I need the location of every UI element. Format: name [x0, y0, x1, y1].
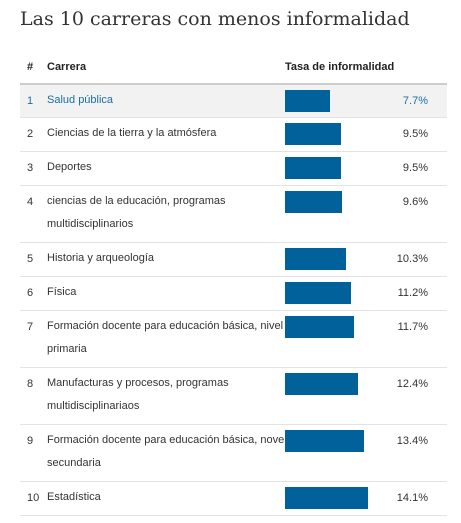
bar-mark	[285, 282, 351, 304]
bar-value-label: 11.2%	[397, 287, 428, 299]
row-career: Formación docente para educación básica,…	[47, 434, 287, 469]
bar-value-label: 10.3%	[396, 253, 428, 265]
bar-mark	[285, 487, 368, 509]
row-rank: 4	[27, 196, 34, 208]
table-row: 8 Manufacturas y procesos, programas mult…	[20, 368, 447, 425]
table-row: 10 Estadística 14.1%	[20, 482, 447, 516]
bar-value-label: 9.5%	[402, 162, 428, 174]
bar-value-label: 7.7%	[402, 95, 428, 107]
bar-mark	[285, 373, 358, 395]
bar-mark	[285, 90, 330, 112]
chart-title: Las 10 carreras con menos informalidad	[20, 8, 410, 30]
row-rank: 7	[27, 321, 34, 333]
bar-value-label: 12.4%	[396, 378, 428, 390]
bar-value-label: 9.6%	[402, 196, 428, 208]
table-row: 2 Ciencias de la tierra y la atmósfera 9.5…	[20, 118, 447, 152]
row-rank: 3	[27, 162, 34, 174]
bar-mark	[285, 316, 354, 338]
header-divider	[20, 83, 447, 85]
bar-value-label: 9.5%	[402, 128, 428, 140]
row-rank: 8	[27, 378, 34, 390]
row-career: Historia y arqueología	[47, 252, 155, 264]
header-rank: #	[27, 61, 34, 73]
row-rank: 9	[27, 435, 34, 447]
bar-value-label: 11.7%	[397, 321, 428, 333]
row-career: Manufacturas y procesos, programas multi…	[47, 377, 229, 412]
row-rank: 2	[27, 128, 34, 140]
row-rank: 6	[27, 287, 34, 299]
bar-value-label: 14.1%	[396, 492, 428, 504]
table-row: 7 Formación docente para educación básica…	[20, 311, 447, 368]
table-row: 3 Deportes 9.5%	[20, 152, 447, 186]
bar-mark	[285, 191, 342, 213]
row-career: Salud pública	[47, 94, 114, 106]
row-career: Física	[47, 286, 77, 298]
row-rank: 5	[27, 253, 34, 265]
bar-mark	[285, 248, 346, 270]
row-career: Estadística	[47, 491, 101, 503]
row-career: ciencias de la educación, programas mult…	[47, 195, 226, 230]
bar-mark	[285, 430, 364, 452]
header-rate: Tasa de informalidad	[285, 61, 395, 73]
table-row: 5 Historia y arqueología 10.3%	[20, 243, 447, 277]
row-rank: 1	[27, 95, 34, 107]
table-row: 6 Física 11.2%	[20, 277, 447, 311]
bar-mark	[285, 157, 341, 179]
table-row: 4 ciencias de la educación, programas mul…	[20, 186, 447, 243]
row-rank: 10	[27, 492, 40, 504]
bar-value-label: 13.4%	[396, 435, 428, 447]
table-row: 9 Formación docente para educación básica…	[20, 425, 447, 482]
table-row: 1 Salud pública 7.7%	[20, 85, 447, 118]
header-career: Carrera	[47, 61, 87, 73]
row-career: Deportes	[47, 161, 92, 173]
row-career: Ciencias de la tierra y la atmósfera	[47, 127, 217, 139]
row-career: Formación docente para educación básica,…	[47, 320, 284, 355]
bar-mark	[285, 123, 341, 145]
